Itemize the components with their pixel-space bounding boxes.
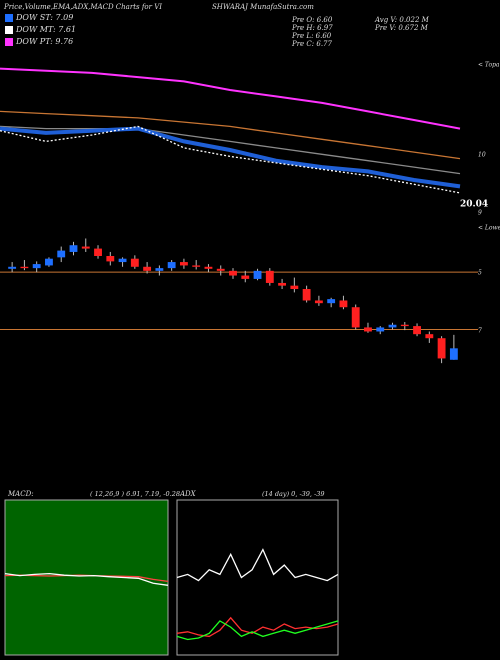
series-line: [4, 572, 169, 586]
candle-body: [167, 262, 176, 269]
candle-body: [20, 266, 29, 269]
candle-body: [253, 270, 262, 279]
title-right: SHWARAJ MunafaSutra.com: [212, 3, 314, 11]
candle-body: [57, 250, 66, 258]
candle-body: [376, 327, 385, 332]
side-label: < Topa: [478, 62, 500, 69]
candle-body: [118, 258, 127, 263]
candle-body: [351, 307, 360, 328]
panel-title: MACD:: [7, 490, 34, 498]
candle-body: [204, 266, 213, 269]
info-text: Pre H: 6.97: [291, 24, 333, 32]
candle-body: [155, 268, 164, 271]
candle-body: [229, 270, 237, 276]
candle-body: [449, 348, 458, 360]
candle-body: [216, 268, 225, 271]
candle-body: [130, 258, 139, 267]
candle-body: [400, 324, 409, 327]
candle-body: [143, 266, 152, 271]
candle-body: [45, 258, 53, 266]
series-line: [0, 125, 461, 175]
candle-body: [106, 256, 115, 262]
series-line: [176, 548, 339, 582]
candle-body: [364, 327, 372, 332]
series-line: [0, 110, 461, 160]
legend-swatch: [5, 26, 13, 34]
candle-body: [179, 262, 188, 266]
candle-body: [413, 326, 421, 335]
panel-subtitle: ( 12,26,9 ) 6.91, 7.19, -0.28: [90, 490, 180, 498]
series-line: [0, 126, 461, 189]
side-label: 7: [478, 328, 482, 335]
candle-body: [388, 324, 397, 328]
panel-background: [4, 499, 169, 656]
info-text: Pre L: 6.60: [291, 32, 332, 40]
candle-body: [94, 248, 102, 256]
legend-swatch: [5, 14, 13, 22]
series-line: [0, 125, 461, 194]
series-line: [0, 67, 461, 130]
side-label: < Lowes: [478, 225, 500, 232]
info-text: Pre V: 0.672 M: [374, 24, 429, 32]
candle-body: [265, 270, 274, 283]
series-line: [176, 620, 339, 641]
legend-label: DOW MT: 7.61: [15, 25, 76, 34]
title-left: Price,Volume,EMA,ADX,MACD Charts for VI: [3, 3, 162, 11]
side-label: 10: [478, 152, 486, 159]
candle-body: [437, 338, 446, 359]
legend-label: DOW ST: 7.09: [15, 13, 73, 22]
candle-body: [302, 289, 311, 301]
candle-body: [425, 334, 434, 339]
candle-body: [69, 245, 78, 252]
side-label: 9: [478, 210, 482, 217]
legend-swatch: [5, 38, 13, 46]
candle-body: [241, 275, 250, 279]
side-label: 20.04: [460, 200, 488, 210]
candle-body: [327, 299, 336, 304]
legend-label: DOW PT: 9.76: [15, 37, 73, 46]
info-text: Pre C: 6.77: [291, 40, 332, 48]
info-text: Pre O: 6.60: [291, 16, 333, 24]
candle-body: [339, 300, 348, 308]
candle-body: [314, 300, 323, 304]
candle-body: [81, 246, 90, 249]
candle-body: [290, 285, 299, 290]
candle-body: [8, 266, 17, 269]
panel-title: ADX: [179, 490, 197, 498]
info-text: Avg V: 0.022 M: [374, 16, 430, 24]
panel-subtitle: (14 day) 0, -39, -39: [262, 490, 325, 498]
candle-body: [192, 265, 201, 267]
candle-body: [32, 264, 41, 269]
side-label: 5: [478, 270, 482, 277]
candle-body: [278, 282, 287, 286]
